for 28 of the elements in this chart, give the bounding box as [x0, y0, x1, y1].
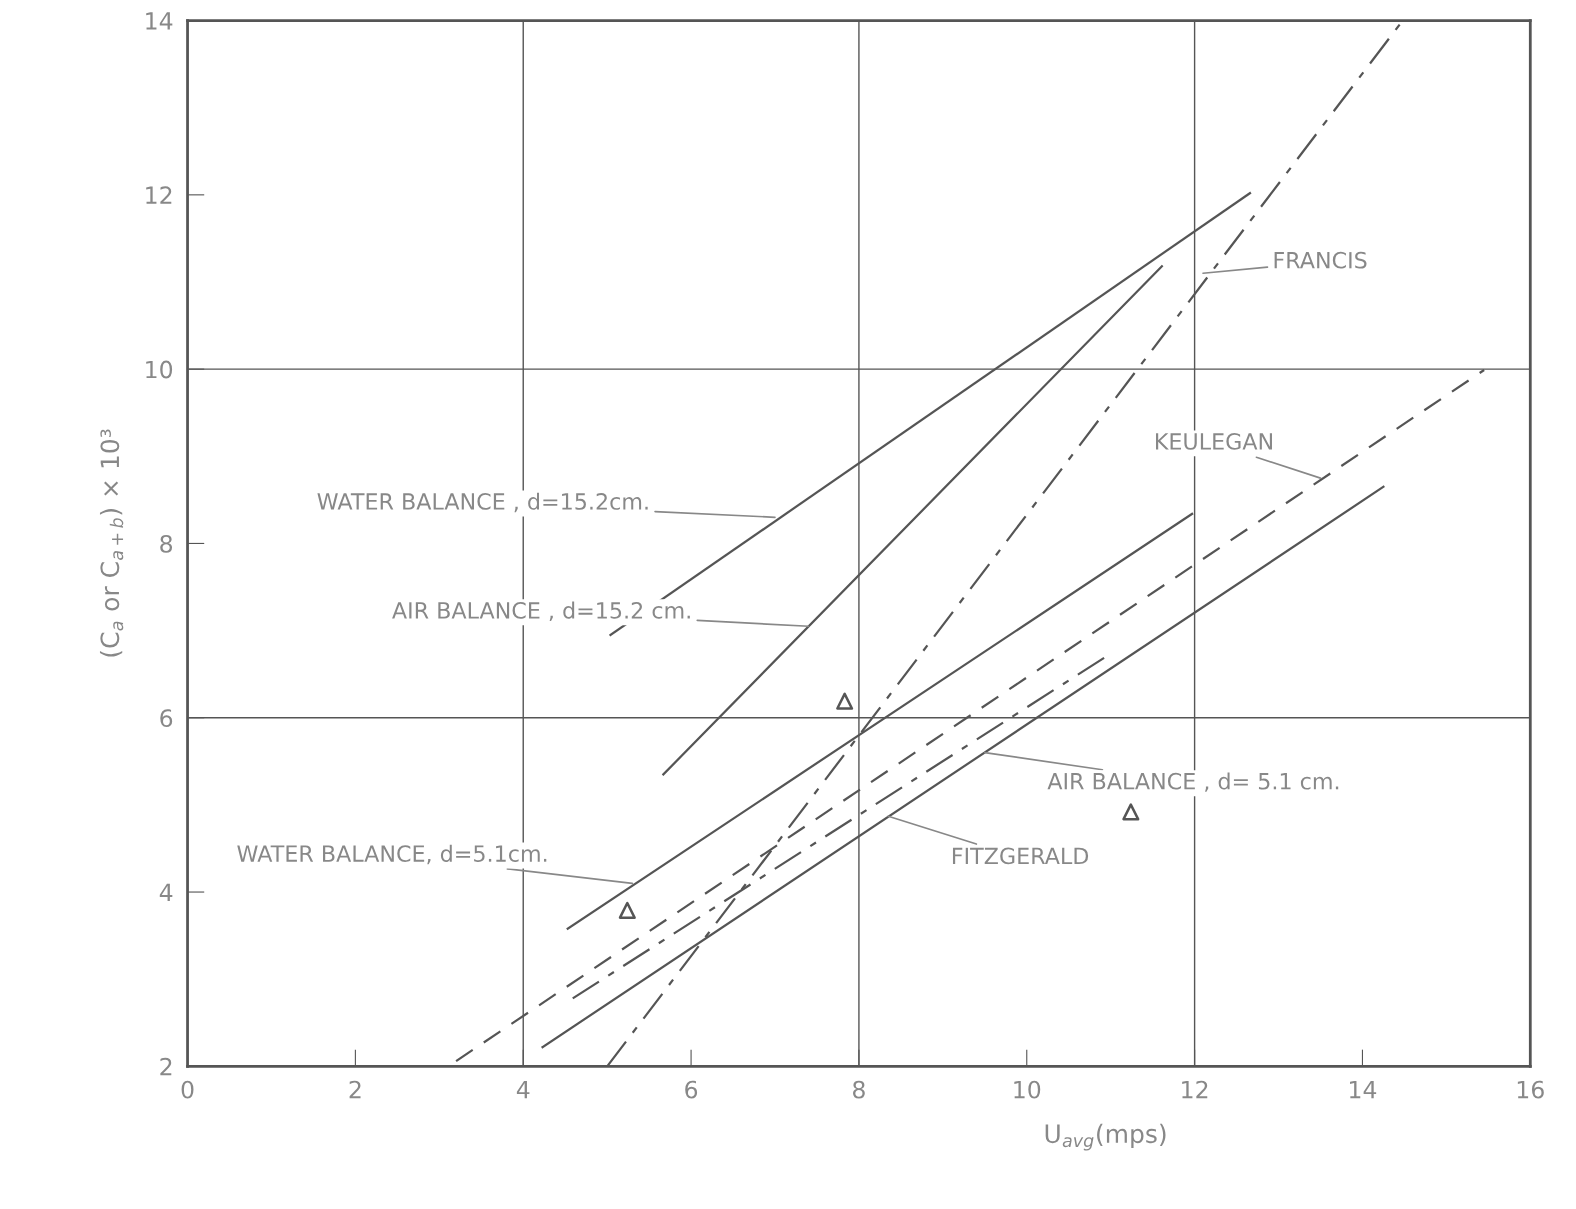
y-tick-label: 2	[160, 1057, 172, 1076]
x-tick-label: 12	[1182, 1080, 1208, 1099]
annotation: FRANCIS	[1274, 251, 1367, 269]
x-tick-label: 2	[349, 1080, 361, 1099]
point	[618, 901, 636, 919]
point	[836, 692, 854, 710]
x-tick-label: 14	[1350, 1080, 1377, 1099]
x-tick-label: 4	[516, 1080, 530, 1099]
x-tick-label: 0	[181, 1080, 194, 1099]
y-tick-label: 8	[160, 534, 173, 553]
x-tick-label: 8	[853, 1080, 865, 1099]
annotation: AIR BALANCE , d= 5.1 cm.	[1047, 772, 1339, 792]
y-tick-label: 10	[146, 360, 173, 379]
y-tick-label: 4	[159, 883, 173, 902]
x-axis-title: U$_{avg}$(mps)	[1045, 1123, 1166, 1151]
annotation: AIR BALANCE , d=15.2 cm.	[392, 601, 690, 622]
annotation: KEULEGAN	[1156, 433, 1272, 450]
y-tick-label: 12	[146, 186, 172, 204]
x-tick-label: 10	[1014, 1080, 1041, 1099]
y-tick-label: 14	[146, 12, 173, 30]
annotation: WATER BALANCE, d=5.1cm.	[237, 844, 547, 865]
y-tick-label: 6	[160, 709, 173, 728]
point	[1122, 803, 1140, 821]
x-tick-label: 16	[1517, 1080, 1544, 1099]
x-tick-label: 6	[685, 1080, 698, 1099]
annotation: WATER BALANCE , d=15.2cm.	[317, 492, 648, 513]
y-axis-title: (C$_{a}$ or C$_{a+b}$) × 10³	[99, 429, 124, 657]
annotation: FITZGERALD	[952, 847, 1089, 865]
